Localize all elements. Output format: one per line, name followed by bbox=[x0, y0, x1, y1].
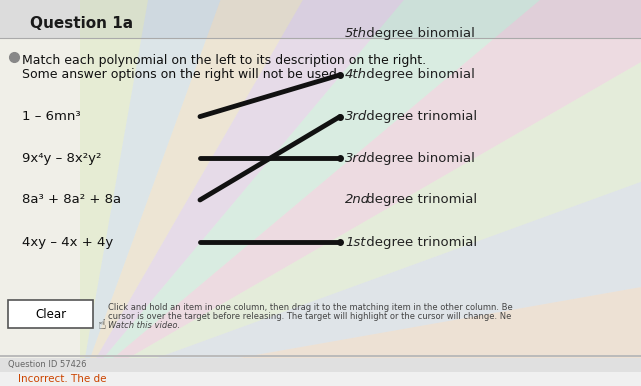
Polygon shape bbox=[80, 0, 430, 386]
Text: 3rd: 3rd bbox=[345, 152, 367, 165]
Text: Clear: Clear bbox=[35, 308, 66, 320]
Polygon shape bbox=[80, 0, 616, 386]
Text: cursor is over the target before releasing. The target will highlight or the cur: cursor is over the target before releasi… bbox=[108, 312, 512, 321]
Text: 4xy – 4x + 4y: 4xy – 4x + 4y bbox=[22, 236, 113, 249]
Bar bbox=[0, 358, 641, 386]
Text: degree binomial: degree binomial bbox=[362, 27, 474, 41]
Polygon shape bbox=[80, 0, 641, 386]
Text: degree binomial: degree binomial bbox=[362, 68, 474, 81]
Text: Some answer options on the right will not be used.: Some answer options on the right will no… bbox=[22, 68, 341, 81]
Bar bbox=[0, 0, 641, 38]
Text: degree trinomial: degree trinomial bbox=[362, 236, 477, 249]
Text: Watch this video.: Watch this video. bbox=[108, 321, 180, 330]
Text: 3rd: 3rd bbox=[345, 110, 367, 123]
Polygon shape bbox=[80, 0, 319, 386]
Text: degree binomial: degree binomial bbox=[362, 152, 474, 165]
Text: 8a³ + 8a² + 8a: 8a³ + 8a² + 8a bbox=[22, 193, 121, 207]
Polygon shape bbox=[80, 36, 641, 386]
Text: Click and hold an item in one column, then drag it to the matching item in the o: Click and hold an item in one column, th… bbox=[108, 303, 513, 312]
Polygon shape bbox=[80, 147, 641, 386]
Text: 9x⁴y – 8x²y²: 9x⁴y – 8x²y² bbox=[22, 152, 101, 165]
Text: Question ID 57426: Question ID 57426 bbox=[8, 360, 87, 369]
Polygon shape bbox=[80, 0, 201, 386]
Text: Incorrect. The de: Incorrect. The de bbox=[18, 374, 106, 384]
Bar bbox=[0, 355, 641, 357]
Text: ☝: ☝ bbox=[98, 318, 106, 332]
FancyBboxPatch shape bbox=[8, 300, 93, 328]
Bar bbox=[0, 372, 641, 386]
Text: Match each polynomial on the left to its description on the right.: Match each polynomial on the left to its… bbox=[22, 54, 426, 67]
Polygon shape bbox=[80, 0, 530, 386]
Text: 4th: 4th bbox=[345, 68, 367, 81]
Text: degree trinomial: degree trinomial bbox=[362, 193, 477, 207]
Text: 1 – 6mn³: 1 – 6mn³ bbox=[22, 110, 81, 123]
Text: 1st: 1st bbox=[345, 236, 365, 249]
Text: degree trinomial: degree trinomial bbox=[362, 110, 477, 123]
Bar bbox=[0, 38, 641, 358]
Text: Question 1a: Question 1a bbox=[30, 17, 133, 32]
Text: 2nd: 2nd bbox=[345, 193, 370, 207]
Polygon shape bbox=[80, 264, 641, 386]
Text: 5th: 5th bbox=[345, 27, 367, 41]
